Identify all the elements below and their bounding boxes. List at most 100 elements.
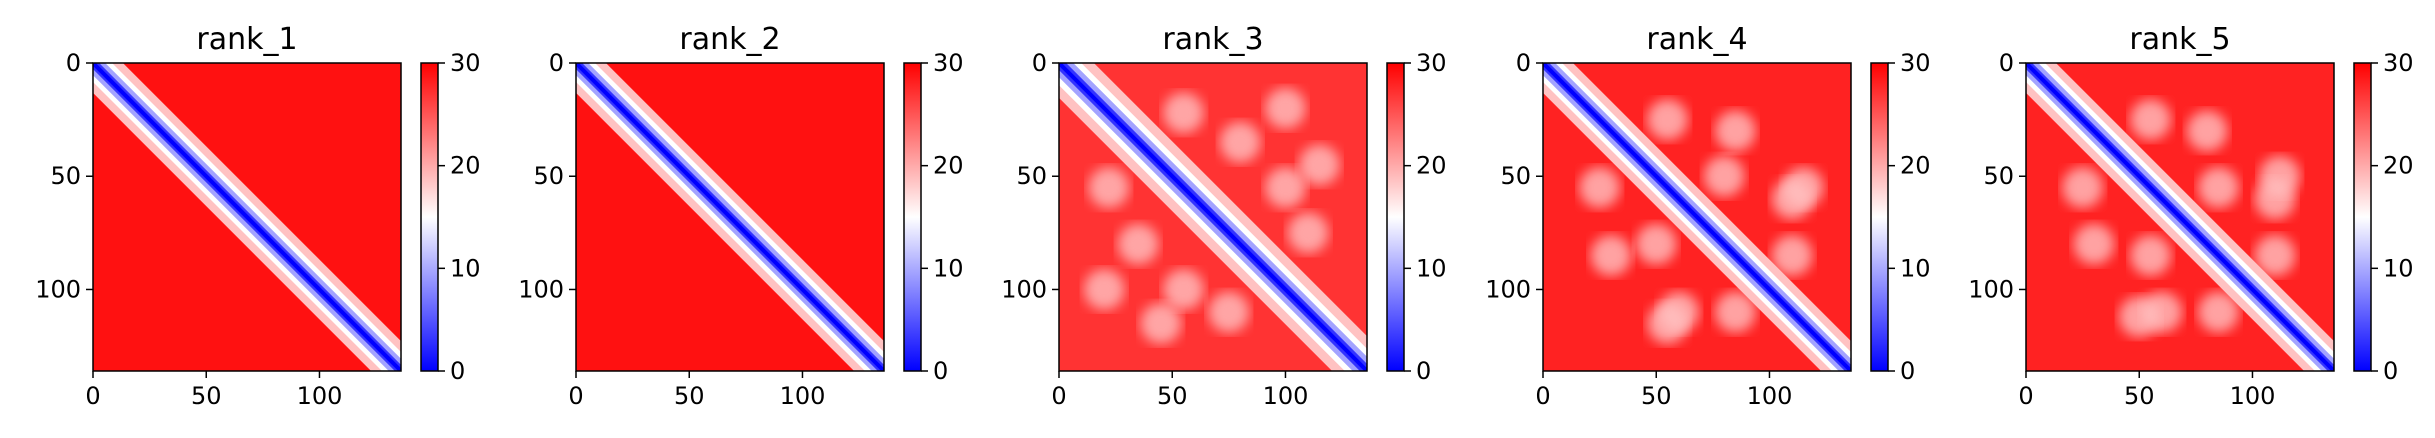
heatmap-feature [2259, 155, 2301, 197]
heatmap-cells [2026, 63, 2334, 371]
heatmap-cells [1543, 63, 1851, 371]
heatmap-feature [2130, 235, 2171, 276]
colorbar-gradient [1387, 63, 1404, 371]
y-tick-label: 0 [1032, 49, 1047, 77]
x-tick-label: 100 [1747, 382, 1793, 410]
heatmap-feature [2118, 296, 2160, 338]
heatmap-cells [93, 63, 401, 371]
y-tick-label: 0 [1999, 49, 2014, 77]
heatmap-panel-2: rank_2 0 50 100 0 50 100 0 10 20 30 [518, 22, 963, 410]
x-tick-label: 50 [2124, 382, 2155, 410]
colorbar-tick-label: 0 [1416, 357, 1431, 385]
panel-title: rank_2 [679, 22, 780, 57]
colorbar-tick-label: 0 [450, 357, 465, 385]
heatmap-feature [2073, 223, 2115, 265]
heatmap-feature [2254, 235, 2296, 276]
heatmap-feature [1647, 303, 1688, 344]
colorbar-frame [1386, 62, 1405, 372]
x-tick-label: 0 [1051, 382, 1066, 410]
colorbar: 0 10 20 30 [420, 49, 481, 385]
y-tick-label: 0 [66, 49, 81, 77]
panel-title: rank_3 [1162, 22, 1263, 57]
y-tick-label: 100 [1001, 275, 1047, 303]
y-tick-label: 50 [1500, 162, 1531, 190]
colorbar: 0 10 20 30 [1870, 49, 1931, 385]
heatmap-feature [2062, 167, 2103, 208]
colorbar-tick-label: 10 [1900, 254, 1931, 282]
x-tick-label: 0 [568, 382, 583, 410]
y-tick-label: 50 [1016, 162, 1047, 190]
colorbar-frame [420, 62, 439, 372]
colorbar-tick-label: 30 [1900, 49, 1931, 77]
colorbar: 0 10 20 30 [1386, 49, 1447, 385]
x-tick-label: 100 [1263, 382, 1309, 410]
y-tick-label: 0 [549, 49, 564, 77]
heatmap-feature [1287, 212, 1329, 254]
panel-title: rank_1 [196, 22, 297, 57]
heatmap-feature [1715, 291, 1756, 333]
colorbar: 0 10 20 30 [2353, 49, 2414, 385]
heatmap-diagonal [1543, 63, 1851, 371]
heatmap-panel-1: rank_1 0 50 100 0 50 100 0 10 20 30 [35, 22, 480, 410]
colorbar-frame [903, 62, 922, 372]
colorbar-tick-label: 30 [450, 49, 481, 77]
x-tick-label: 100 [297, 382, 343, 410]
colorbar-tick-label: 0 [2383, 357, 2398, 385]
colorbar-gradient [421, 63, 438, 371]
heatmap-feature [2130, 99, 2171, 140]
x-tick-label: 0 [1535, 382, 1550, 410]
heatmap-feature [1265, 87, 1306, 129]
heatmap-diagonal [1059, 63, 1367, 371]
heatmap-diagonal [2026, 63, 2334, 371]
colorbar-frame [1870, 62, 1889, 372]
heatmap-feature [1088, 167, 1130, 208]
panel-title: rank_4 [1646, 22, 1747, 57]
heatmap-feature [1219, 121, 1261, 163]
colorbar-tick-label: 20 [2383, 152, 2414, 180]
heatmap-panel-4: rank_4 0 50 100 0 50 100 0 10 20 30 [1485, 22, 1930, 410]
colorbar-tick-label: 30 [2383, 49, 2414, 77]
y-tick-label: 100 [518, 275, 564, 303]
heatmap-feature [1163, 92, 1204, 134]
colorbar: 0 10 20 30 [903, 49, 964, 385]
axes-frame [575, 62, 885, 372]
heatmap-feature [2198, 167, 2239, 208]
x-tick-label: 50 [191, 382, 222, 410]
heatmap-feature [1083, 269, 1125, 310]
x-tick-label: 100 [780, 382, 826, 410]
colorbar-tick-label: 20 [933, 152, 964, 180]
heatmap-feature [1783, 167, 1824, 208]
colorbar-tick-label: 20 [1900, 152, 1931, 180]
heatmap-feature [1647, 99, 1688, 140]
x-tick-label: 100 [2230, 382, 2276, 410]
colorbar-gradient [904, 63, 921, 371]
x-tick-label: 50 [674, 382, 705, 410]
heatmap-feature [1299, 144, 1340, 186]
axes-frame [2025, 62, 2335, 372]
heatmap-feature [1771, 235, 1813, 276]
colorbar-tick-label: 0 [933, 357, 948, 385]
heatmap-cells [576, 63, 884, 371]
panel-title: rank_5 [2129, 22, 2230, 57]
colorbar-gradient [1871, 63, 1888, 371]
colorbar-tick-label: 20 [1416, 152, 1447, 180]
heatmap-panel-5: rank_5 0 50 100 0 50 100 0 10 20 30 [1968, 22, 2413, 410]
y-tick-label: 100 [1968, 275, 2014, 303]
heatmap-feature [1208, 291, 1250, 333]
colorbar-tick-label: 20 [450, 152, 481, 180]
colorbar-tick-label: 10 [450, 254, 481, 282]
x-tick-label: 50 [1157, 382, 1188, 410]
heatmap-panel-3: rank_3 0 50 100 0 50 100 0 10 20 30 [1001, 22, 1446, 410]
heatmap-feature [1163, 269, 1204, 310]
heatmap-feature [2198, 291, 2239, 333]
y-tick-label: 50 [50, 162, 81, 190]
axes-frame [92, 62, 402, 372]
axes-frame [1058, 62, 1368, 372]
colorbar-tick-label: 10 [2383, 254, 2414, 282]
heatmap-diagonal [576, 63, 884, 371]
y-tick-label: 100 [35, 275, 81, 303]
colorbar-tick-label: 0 [1900, 357, 1915, 385]
heatmap-feature [1579, 167, 1620, 208]
y-tick-label: 50 [1983, 162, 2014, 190]
